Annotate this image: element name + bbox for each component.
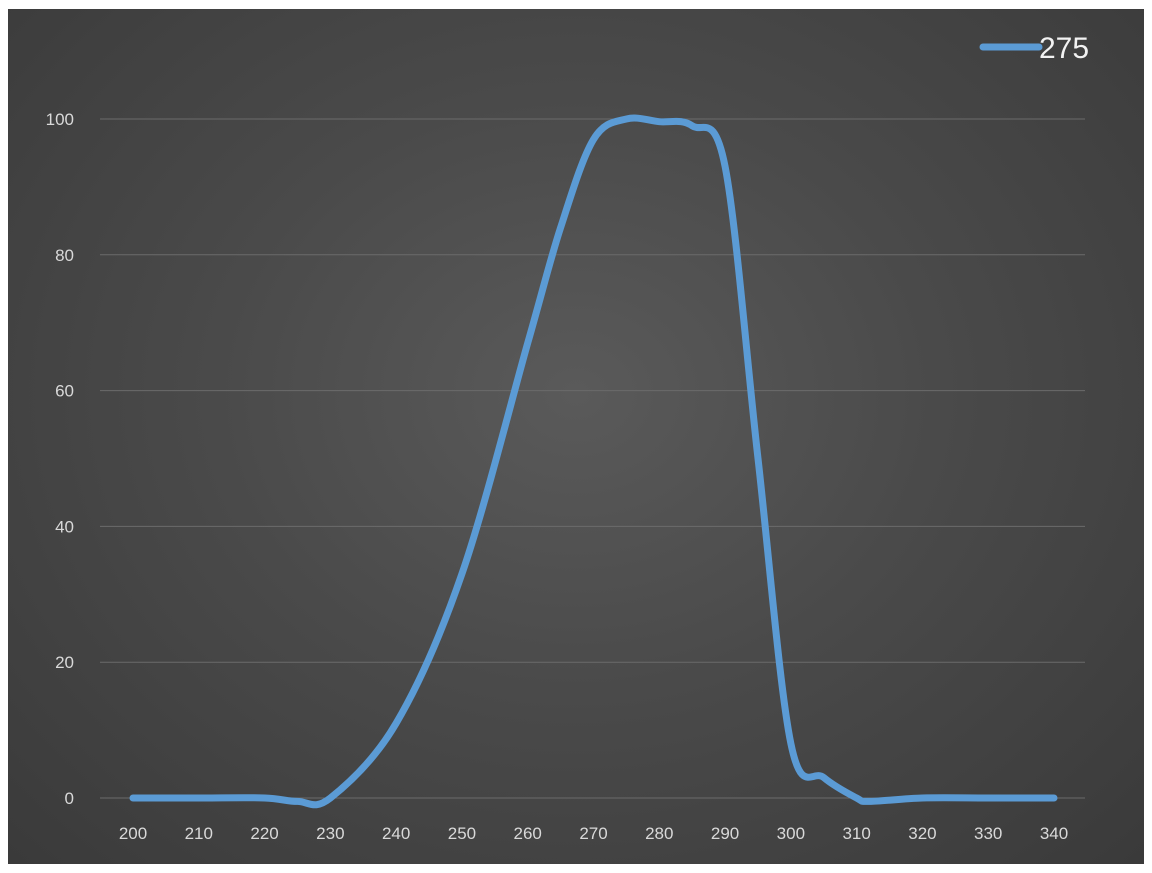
- x-tick-label: 320: [908, 824, 936, 843]
- x-tick-label: 200: [119, 824, 147, 843]
- gridlines: [100, 118, 1085, 799]
- chart-area: 0 20 40 60 80 100 200 210 220 230 240 250 260 270 280…: [8, 9, 1144, 864]
- x-tick-label: 330: [974, 824, 1002, 843]
- x-tick-label: 250: [448, 824, 476, 843]
- y-tick-label: 100: [46, 110, 74, 129]
- x-tick-label: 280: [645, 824, 673, 843]
- x-tick-label: 290: [711, 824, 739, 843]
- x-tick-label: 270: [579, 824, 607, 843]
- y-axis-tick-labels: 0 20 40 60 80 100: [46, 110, 74, 808]
- x-tick-label: 230: [316, 824, 344, 843]
- y-tick-label: 80: [55, 246, 74, 265]
- line-chart: 0 20 40 60 80 100 200 210 220 230 240 250 260 270 280…: [46, 32, 1089, 843]
- series-lines: [129, 114, 1058, 809]
- x-axis-tick-labels: 200 210 220 230 240 250 260 270 280 290 300 310 320 3…: [119, 824, 1068, 843]
- y-tick-label: 60: [55, 382, 74, 401]
- x-tick-label: 260: [514, 824, 542, 843]
- series-line-275: [129, 114, 1058, 809]
- x-tick-label: 310: [842, 824, 870, 843]
- legend: 275: [979, 32, 1089, 65]
- x-tick-label: 240: [382, 824, 410, 843]
- legend-label-275: 275: [1039, 32, 1089, 65]
- y-tick-label: 20: [55, 653, 74, 672]
- x-tick-label: 300: [777, 824, 805, 843]
- x-tick-label: 340: [1040, 824, 1068, 843]
- x-tick-label: 220: [250, 824, 278, 843]
- y-tick-label: 0: [65, 789, 74, 808]
- x-tick-label: 210: [185, 824, 213, 843]
- y-tick-label: 40: [55, 517, 74, 536]
